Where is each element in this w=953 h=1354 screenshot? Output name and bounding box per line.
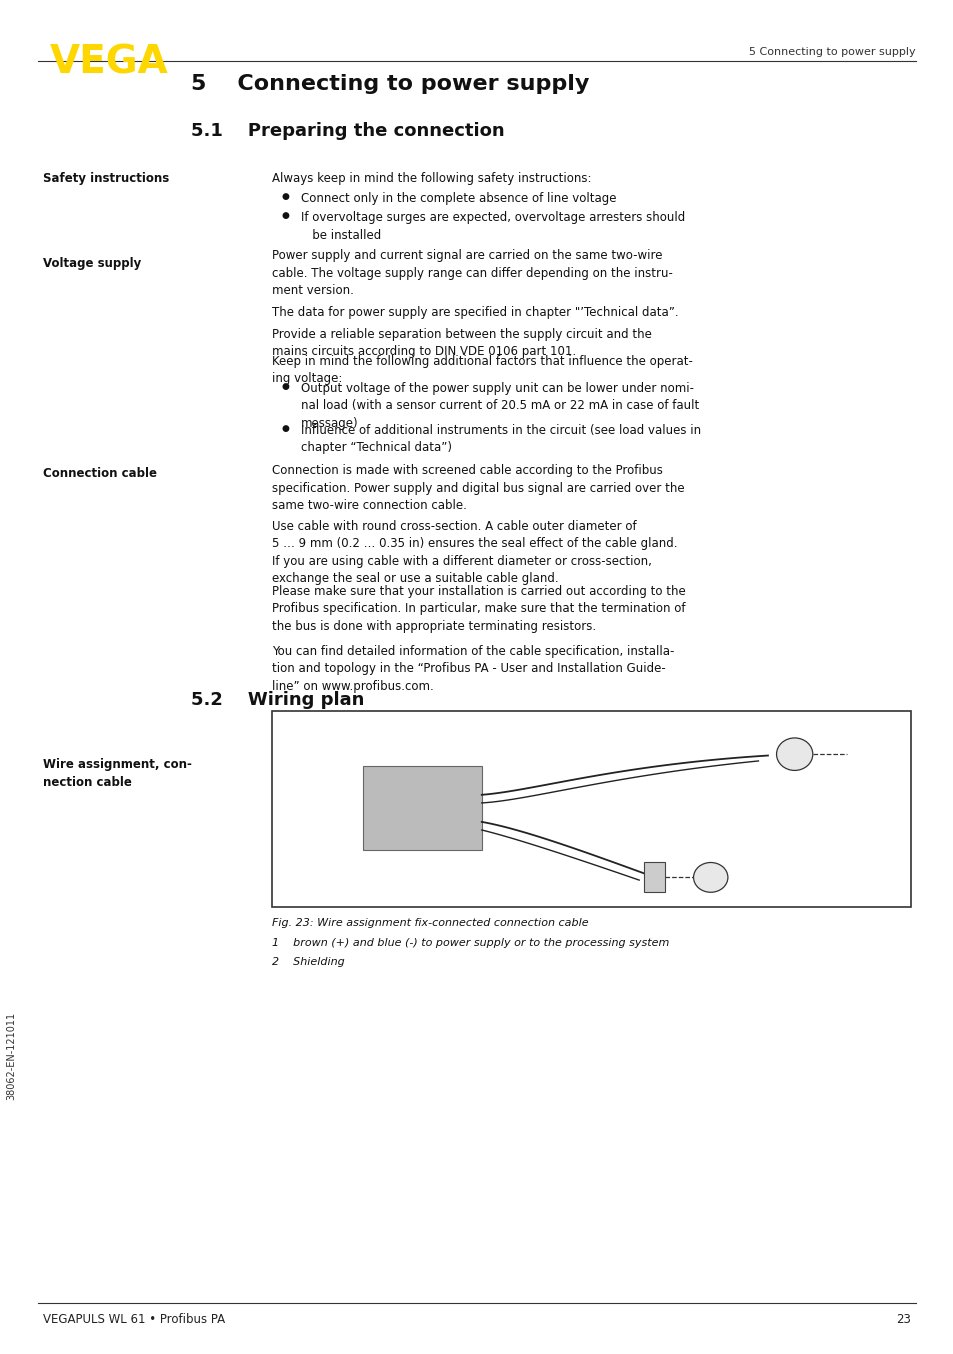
Text: Connect only in the complete absence of line voltage: Connect only in the complete absence of …	[300, 192, 616, 206]
Text: Fig. 23: Wire assignment fix-connected connection cable: Fig. 23: Wire assignment fix-connected c…	[272, 918, 588, 927]
Text: You can find detailed information of the cable specification, installa-
tion and: You can find detailed information of the…	[272, 645, 674, 692]
Text: Keep in mind the following additional factors that influence the operat-
ing vol: Keep in mind the following additional fa…	[272, 355, 692, 386]
Text: 5 Connecting to power supply: 5 Connecting to power supply	[748, 47, 915, 57]
Ellipse shape	[776, 738, 812, 770]
Text: Provide a reliable separation between the supply circuit and the
mains circuits : Provide a reliable separation between th…	[272, 328, 651, 359]
Text: 5.2    Wiring plan: 5.2 Wiring plan	[191, 691, 364, 708]
Text: 5    Connecting to power supply: 5 Connecting to power supply	[191, 74, 589, 95]
Text: Influence of additional instruments in the circuit (see load values in
chapter “: Influence of additional instruments in t…	[300, 424, 700, 455]
Text: 1    brown (+) and blue (-) to power supply or to the processing system: 1 brown (+) and blue (-) to power supply…	[272, 938, 669, 948]
Text: Output voltage of the power supply unit can be lower under nomi-
nal load (with : Output voltage of the power supply unit …	[300, 382, 698, 429]
Text: ●: ●	[281, 382, 289, 391]
Text: ●: ●	[281, 211, 289, 221]
Ellipse shape	[693, 862, 727, 892]
Text: Voltage supply: Voltage supply	[43, 257, 141, 271]
Text: Always keep in mind the following safety instructions:: Always keep in mind the following safety…	[272, 172, 591, 185]
FancyBboxPatch shape	[643, 862, 664, 892]
Text: ●: ●	[281, 192, 289, 202]
FancyBboxPatch shape	[272, 711, 910, 907]
Text: If overvoltage surges are expected, overvoltage arresters should
   be installed: If overvoltage surges are expected, over…	[300, 211, 684, 242]
Text: ●: ●	[281, 424, 289, 433]
Text: Connection is made with screened cable according to the Profibus
specification. : Connection is made with screened cable a…	[272, 464, 684, 512]
Text: Use cable with round cross-section. A cable outer diameter of
5 … 9 mm (0.2 … 0.: Use cable with round cross-section. A ca…	[272, 520, 677, 585]
Text: Connection cable: Connection cable	[43, 467, 156, 481]
Text: 23: 23	[895, 1313, 910, 1327]
FancyBboxPatch shape	[362, 766, 481, 850]
Text: VEGAPULS WL 61 • Profibus PA: VEGAPULS WL 61 • Profibus PA	[43, 1313, 225, 1327]
Text: 2    Shielding: 2 Shielding	[272, 957, 344, 967]
Text: Safety instructions: Safety instructions	[43, 172, 169, 185]
Text: 5.1    Preparing the connection: 5.1 Preparing the connection	[191, 122, 504, 139]
Text: 38062-EN-121011: 38062-EN-121011	[7, 1011, 16, 1101]
Text: Power supply and current signal are carried on the same two-wire
cable. The volt: Power supply and current signal are carr…	[272, 249, 672, 297]
Text: Wire assignment, con-
nection cable: Wire assignment, con- nection cable	[43, 758, 192, 789]
Text: The data for power supply are specified in chapter "’Technical data”.: The data for power supply are specified …	[272, 306, 678, 320]
Text: VEGA: VEGA	[50, 43, 168, 81]
Text: Please make sure that your installation is carried out according to the
Profibus: Please make sure that your installation …	[272, 585, 685, 632]
